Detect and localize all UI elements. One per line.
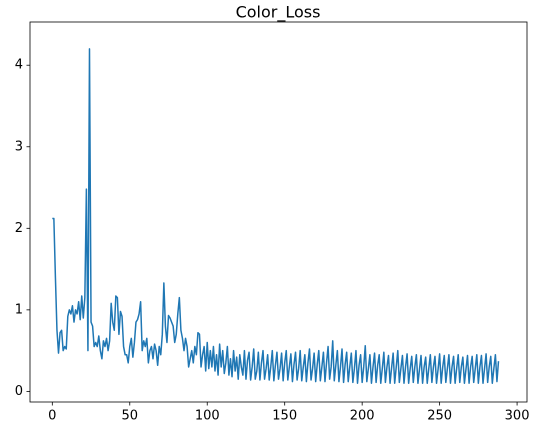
y-tick-label: 2 (15, 221, 23, 236)
chart-title: Color_Loss (236, 3, 321, 23)
x-tick-label: 50 (121, 409, 138, 424)
line-series (52, 48, 500, 384)
x-tick-label: 200 (350, 409, 375, 424)
x-tick-label: 0 (48, 409, 56, 424)
axes-frame (29, 21, 528, 403)
x-tick-label: 300 (505, 409, 530, 424)
y-tick-label: 3 (15, 139, 23, 154)
x-tick-label: 250 (427, 409, 452, 424)
y-tick-label: 4 (15, 58, 23, 73)
x-tick-label: 100 (195, 409, 220, 424)
y-tick-label: 1 (15, 302, 23, 317)
y-tick-label: 0 (15, 384, 23, 399)
x-tick-label: 150 (272, 409, 297, 424)
